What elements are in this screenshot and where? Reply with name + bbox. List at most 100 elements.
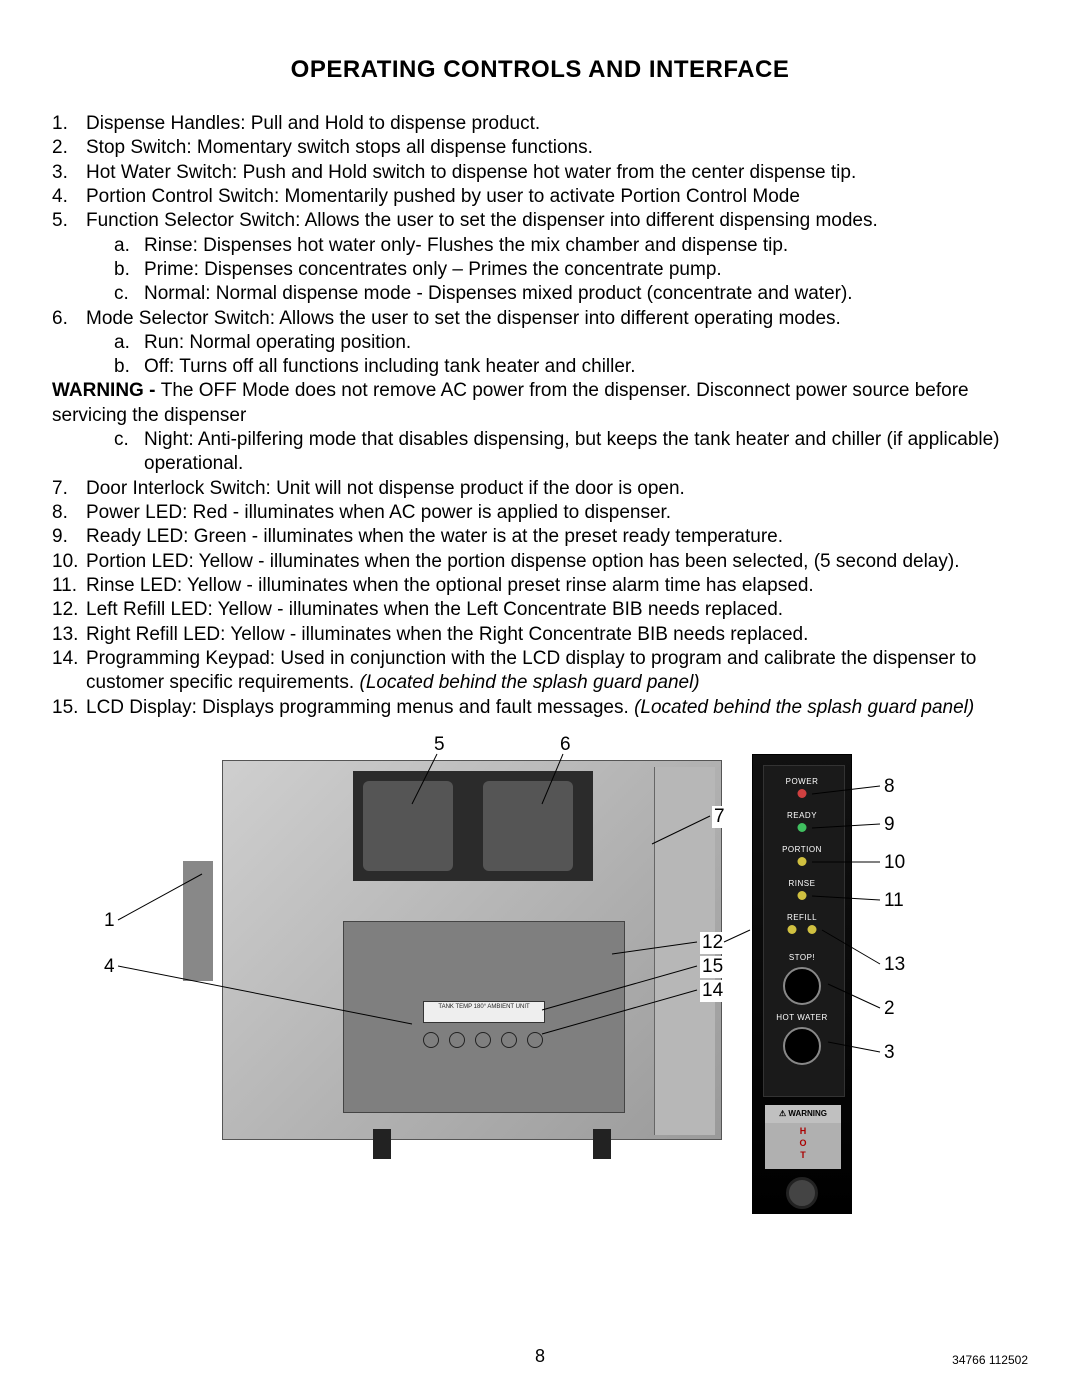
sub-text: Normal: Normal dispense mode - Dispenses… (144, 282, 1028, 306)
callout-7: 7 (712, 806, 727, 828)
item-number: 10. (52, 550, 86, 574)
sub-letter: b. (114, 258, 144, 282)
lcd-display: TANK TEMP 180° AMBIENT UNIT (423, 1001, 545, 1023)
list-item: 5. Function Selector Switch: Allows the … (52, 209, 1028, 233)
list-item: 1. Dispense Handles: Pull and Hold to di… (52, 112, 1028, 136)
item-number: 14. (52, 647, 86, 696)
item-text: Power LED: Red - illuminates when AC pow… (86, 501, 1028, 525)
item-number: 15. (52, 696, 86, 720)
callout-6: 6 (558, 734, 573, 756)
keypad-button (475, 1032, 491, 1048)
sub-text: Prime: Dispenses concentrates only – Pri… (144, 258, 1028, 282)
ready-label: READY (753, 811, 851, 820)
hotwater-label: HOT WATER (753, 1013, 851, 1022)
callout-12: 12 (700, 932, 725, 954)
pump-left (363, 781, 453, 871)
hot-plate: HOT (765, 1123, 841, 1169)
located-note: (Located behind the splash guard panel) (634, 697, 974, 718)
item-text: Portion Control Switch: Momentarily push… (86, 185, 1028, 209)
list-item: 7. Door Interlock Switch: Unit will not … (52, 477, 1028, 501)
refill-left-led-icon (788, 925, 797, 934)
leg (593, 1129, 611, 1159)
item-text: Hot Water Switch: Push and Hold switch t… (86, 161, 1028, 185)
rinse-led-icon (798, 891, 807, 900)
callout-14: 14 (700, 980, 725, 1002)
list-sub-item: c. Normal: Normal dispense mode - Dispen… (52, 282, 1028, 306)
warning-label: WARNING - (52, 380, 161, 401)
item-text: Left Refill LED: Yellow - illuminates wh… (86, 598, 1028, 622)
diagram: TANK TEMP 180° AMBIENT UNIT POWER READY … (52, 734, 1028, 1214)
callout-9: 9 (882, 814, 897, 836)
portion-led-icon (798, 857, 807, 866)
item-number: 13. (52, 623, 86, 647)
keypad-button (527, 1032, 543, 1048)
list-item: 8. Power LED: Red - illuminates when AC … (52, 501, 1028, 525)
sub-letter: c. (114, 282, 144, 306)
item-text: Door Interlock Switch: Unit will not dis… (86, 477, 1028, 501)
located-note: (Located behind the splash guard panel) (360, 672, 700, 693)
refill-right-led-icon (807, 925, 816, 934)
list-sub-item: a. Run: Normal operating position. (52, 331, 1028, 355)
item-text: Right Refill LED: Yellow - illuminates w… (86, 623, 1028, 647)
item-text: LCD Display: Displays programming menus … (86, 696, 1028, 720)
item-text: Ready LED: Green - illuminates when the … (86, 525, 1028, 549)
hotwater-button-icon (783, 1027, 821, 1065)
list-item: 11. Rinse LED: Yellow - illuminates when… (52, 574, 1028, 598)
callout-13: 13 (882, 954, 907, 976)
item-number: 4. (52, 185, 86, 209)
list-sub-item: a. Rinse: Dispenses hot water only- Flus… (52, 234, 1028, 258)
item-number: 2. (52, 136, 86, 160)
list-sub-item: b. Off: Turns off all functions includin… (52, 355, 1028, 379)
stop-label: STOP! (753, 953, 851, 962)
leg (373, 1129, 391, 1159)
power-label: POWER (753, 777, 851, 786)
dispense-handle (183, 861, 213, 981)
manual-page: OPERATING CONTROLS AND INTERFACE 1. Disp… (0, 0, 1080, 1397)
list-item: 15. LCD Display: Displays programming me… (52, 696, 1028, 720)
refill-label: REFILL (753, 913, 851, 922)
item-number: 11. (52, 574, 86, 598)
power-led-icon (798, 789, 807, 798)
sub-letter: a. (114, 331, 144, 355)
item-number: 5. (52, 209, 86, 233)
list-item: 9. Ready LED: Green - illuminates when t… (52, 525, 1028, 549)
warning-plate: ⚠ WARNING (765, 1105, 841, 1123)
keypad-button (449, 1032, 465, 1048)
sub-text: Off: Turns off all functions including t… (144, 355, 1028, 379)
item-text-main: LCD Display: Displays programming menus … (86, 697, 634, 718)
item-number: 8. (52, 501, 86, 525)
list-sub-item: b. Prime: Dispenses concentrates only – … (52, 258, 1028, 282)
keypad-button (501, 1032, 517, 1048)
keypad-button (423, 1032, 439, 1048)
item-number: 1. (52, 112, 86, 136)
list-item: 14. Programming Keypad: Used in conjunct… (52, 647, 1028, 696)
callout-3: 3 (882, 1042, 897, 1064)
item-number: 7. (52, 477, 86, 501)
item-text: Rinse LED: Yellow - illuminates when the… (86, 574, 1028, 598)
warning-paragraph: WARNING - The OFF Mode does not remove A… (52, 379, 1028, 428)
doc-reference: 34766 112502 (952, 1353, 1028, 1367)
callout-10: 10 (882, 852, 907, 874)
content-list: 1. Dispense Handles: Pull and Hold to di… (52, 112, 1028, 720)
ready-led-icon (798, 823, 807, 832)
callout-2: 2 (882, 998, 897, 1020)
list-item: 12. Left Refill LED: Yellow - illuminate… (52, 598, 1028, 622)
item-text: Portion LED: Yellow - illuminates when t… (86, 550, 1028, 574)
callout-5: 5 (432, 734, 447, 756)
list-item: 4. Portion Control Switch: Momentarily p… (52, 185, 1028, 209)
item-number: 3. (52, 161, 86, 185)
pump-right (483, 781, 573, 871)
list-item: 10. Portion LED: Yellow - illuminates wh… (52, 550, 1028, 574)
drain-icon (786, 1177, 818, 1209)
callout-1: 1 (102, 910, 117, 932)
device-illustration: TANK TEMP 180° AMBIENT UNIT (222, 760, 722, 1140)
page-number: 8 (0, 1346, 1080, 1367)
item-number: 6. (52, 307, 86, 331)
list-sub-item: c. Night: Anti-pilfering mode that disab… (52, 428, 1028, 477)
sub-letter: a. (114, 234, 144, 258)
callout-15: 15 (700, 956, 725, 978)
item-number: 9. (52, 525, 86, 549)
callout-4: 4 (102, 956, 117, 978)
list-item: 6. Mode Selector Switch: Allows the user… (52, 307, 1028, 331)
item-text: Stop Switch: Momentary switch stops all … (86, 136, 1028, 160)
